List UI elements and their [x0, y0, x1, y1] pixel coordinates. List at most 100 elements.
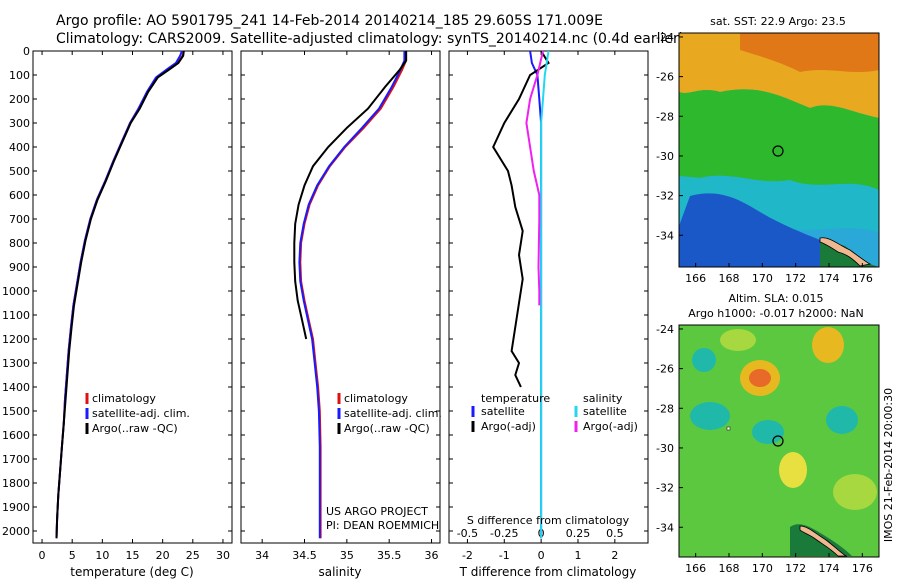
- lon-tick-label: 176: [852, 562, 873, 575]
- series-line-satellite-adj-clim-: [298, 51, 406, 539]
- x-tick-label: 2: [611, 549, 618, 562]
- lat-tick-label: -34: [656, 521, 674, 534]
- x-tick-label: 36: [425, 549, 439, 562]
- y-tick-label: 1700: [2, 453, 30, 466]
- series-line-argo-raw-qc-: [293, 51, 408, 340]
- x-tick-label: 10: [95, 549, 109, 562]
- y-tick-label: 400: [9, 141, 30, 154]
- difference-xlabel: T difference from climatology: [459, 565, 637, 579]
- series-line-temperature-argo-adj-: [492, 50, 550, 388]
- y-tick-label: 100: [9, 69, 30, 82]
- lon-tick-label: 172: [785, 562, 806, 575]
- lat-tick-label: -24: [656, 31, 674, 44]
- y-tick-label: 1100: [2, 309, 30, 322]
- project-line1: US ARGO PROJECT: [326, 505, 428, 518]
- y-tick-label: 300: [9, 117, 30, 130]
- y-tick-label: 600: [9, 189, 30, 202]
- x-tick-label: 0: [39, 549, 46, 562]
- y-tick-label: 700: [9, 213, 30, 226]
- sla-map-title1: Altim. SLA: 0.015: [728, 292, 823, 305]
- x-tick-label: 34.5: [292, 549, 317, 562]
- legend-t-argo: Argo(-adj): [481, 420, 536, 433]
- salinity-panel: [240, 50, 441, 544]
- legend-s-satellite: satellite: [583, 405, 627, 418]
- header-line2: Climatology: CARS2009. Satellite-adjuste…: [56, 31, 684, 47]
- lon-tick-label: 174: [819, 272, 840, 285]
- lat-tick-label: -32: [656, 482, 674, 495]
- lat-tick-label: -34: [656, 229, 674, 242]
- credit-text: IMOS 21-Feb-2014 20:00:30: [882, 388, 895, 542]
- difference-panel: [448, 50, 649, 544]
- x-tick-label-top: 0.25: [566, 527, 591, 540]
- y-tick-label: 1900: [2, 501, 30, 514]
- legend-t-satellite: satellite: [481, 405, 525, 418]
- lat-tick-label: -28: [656, 402, 674, 415]
- legend-climatology: climatology: [344, 392, 408, 405]
- x-tick-label: 30: [216, 549, 230, 562]
- lat-tick-label: -30: [656, 442, 674, 455]
- x-tick-label-top: -0.25: [490, 527, 518, 540]
- lon-tick-label: 166: [685, 272, 706, 285]
- x-tick-label: 25: [186, 549, 200, 562]
- header-line1: Argo profile: AO 5901795_241 14-Feb-2014…: [56, 13, 603, 29]
- lat-tick-label: -26: [656, 363, 674, 376]
- y-tick-label: 800: [9, 237, 30, 250]
- lon-tick-label: 166: [685, 562, 706, 575]
- argo-position-marker: [772, 145, 784, 157]
- y-tick-label: 1800: [2, 477, 30, 490]
- lat-tick-label: -24: [656, 323, 674, 336]
- y-tick-label: 2000: [2, 525, 30, 538]
- legend-satellite: satellite-adj. clim.: [92, 407, 190, 420]
- x-tick-label: 5: [69, 549, 76, 562]
- series-line-salinity-argo-adj-: [525, 50, 544, 306]
- lon-tick-label: 168: [719, 562, 740, 575]
- lon-tick-label: 172: [785, 272, 806, 285]
- x-tick-label: 20: [156, 549, 170, 562]
- temperature-panel: [32, 50, 233, 544]
- legend-satellite: satellite-adj. clim.: [344, 407, 442, 420]
- temperature-xlabel: temperature (deg C): [70, 565, 193, 579]
- y-tick-label: 500: [9, 165, 30, 178]
- series-line-salinity-satellite: [540, 50, 550, 539]
- legend-salinity-title: salinity: [583, 392, 623, 405]
- legend-climatology: climatology: [92, 392, 156, 405]
- y-tick-label: 1000: [2, 285, 30, 298]
- lat-tick-label: -32: [656, 190, 674, 203]
- x-tick-label-top: -0.5: [457, 527, 478, 540]
- x-tick-label: 1: [574, 549, 581, 562]
- sla-map: [678, 324, 880, 558]
- x-tick-label: 35: [340, 549, 354, 562]
- x-tick-label: 34: [255, 549, 269, 562]
- lat-tick-label: -30: [656, 150, 674, 163]
- lon-tick-label: 168: [719, 272, 740, 285]
- lat-tick-label: -26: [656, 71, 674, 84]
- sst-map: [678, 32, 880, 268]
- sst-map-title: sat. SST: 22.9 Argo: 23.5: [710, 15, 846, 28]
- x-tick-label-top: 0.5: [606, 527, 624, 540]
- x-tick-label: 0: [538, 549, 545, 562]
- y-tick-label: 1400: [2, 381, 30, 394]
- legend-argo: Argo(..raw -QC): [344, 422, 430, 435]
- y-tick-label: 1500: [2, 405, 30, 418]
- temperature-legend: climatology satellite-adj. clim. Argo(..…: [85, 392, 190, 435]
- series-line-argo-raw-qc-: [55, 50, 185, 539]
- argo-position-marker: [772, 435, 784, 447]
- y-tick-label: 1300: [2, 357, 30, 370]
- y-tick-label: 900: [9, 261, 30, 274]
- y-tick-label: 1600: [2, 429, 30, 442]
- lon-tick-label: 170: [752, 562, 773, 575]
- legend-argo: Argo(..raw -QC): [92, 422, 178, 435]
- x-tick-label: -2: [462, 549, 473, 562]
- x-tick-label: -1: [499, 549, 510, 562]
- lon-tick-label: 174: [819, 562, 840, 575]
- lat-tick-label: -28: [656, 110, 674, 123]
- lon-tick-label: 170: [752, 272, 773, 285]
- y-tick-label: 200: [9, 93, 30, 106]
- lon-tick-label: 176: [852, 272, 873, 285]
- y-tick-label: 1200: [2, 333, 30, 346]
- difference-xlabel-top: S difference from climatology: [467, 514, 630, 527]
- legend-s-argo: Argo(-adj): [583, 420, 638, 433]
- difference-legend: temperature salinity satellite Argo(-adj…: [471, 392, 638, 433]
- x-tick-label: 35.5: [377, 549, 402, 562]
